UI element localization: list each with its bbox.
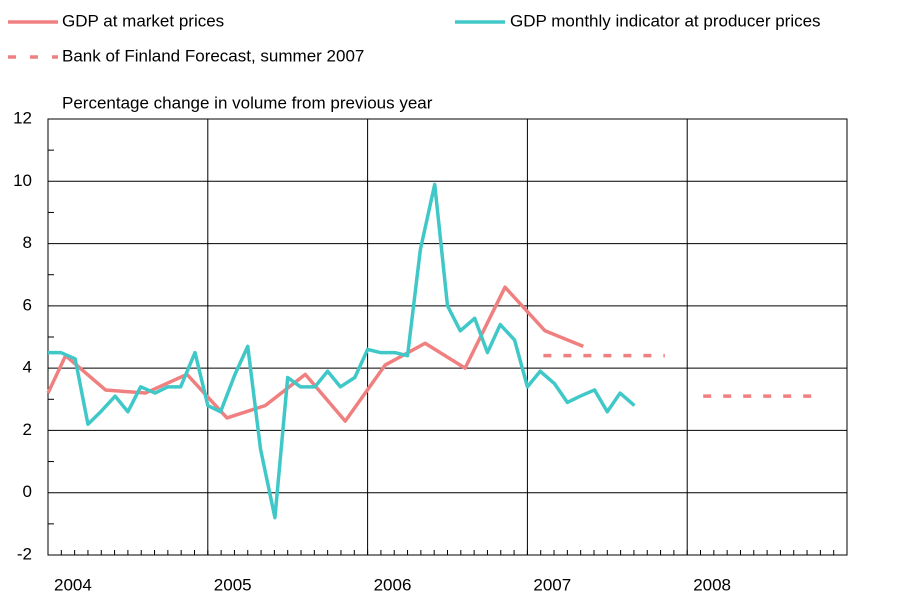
x-tick-label: 2005	[214, 575, 252, 594]
y-tick-label: 6	[23, 295, 32, 314]
y-tick-label: 4	[23, 358, 32, 377]
y-tick-label: 0	[23, 482, 32, 501]
chart-subtitle: Percentage change in volume from previou…	[62, 93, 433, 112]
x-tick-label: 2004	[54, 575, 92, 594]
x-tick-label: 2006	[374, 575, 412, 594]
y-tick-label: 2	[23, 420, 32, 439]
x-tick-label: 2008	[693, 575, 731, 594]
legend-label: GDP monthly indicator at producer prices	[510, 11, 821, 30]
plot-frame	[47, 118, 848, 556]
y-tick-label: 12	[13, 108, 32, 127]
y-tick-label: 10	[13, 171, 32, 190]
y-tick-label: -2	[17, 544, 32, 563]
legend-label: GDP at market prices	[62, 11, 224, 30]
y-tick-label: 8	[23, 233, 32, 252]
series-line	[46, 285, 584, 423]
x-tick-label: 2007	[533, 575, 571, 594]
legend-label: Bank of Finland Forecast, summer 2007	[62, 46, 364, 65]
forecast-line	[543, 353, 824, 398]
series-line	[48, 182, 636, 520]
